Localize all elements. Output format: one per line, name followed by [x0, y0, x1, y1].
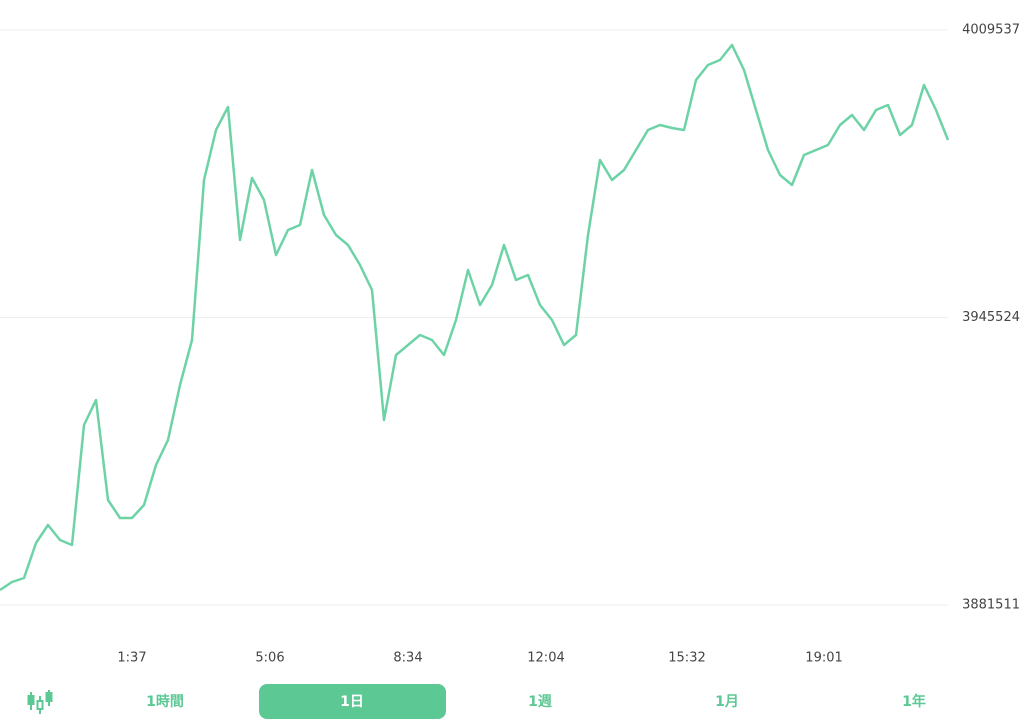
tab-active-bg[interactable]	[259, 684, 446, 719]
tab[interactable]: 1年	[902, 693, 926, 710]
tab[interactable]: 1週	[528, 694, 552, 710]
x-tick-label: 1:37	[117, 651, 146, 666]
y-tick-label: 3881511	[962, 598, 1020, 613]
x-tick-label: 8:34	[393, 651, 422, 666]
x-tick-label: 5:06	[255, 651, 284, 666]
x-tick-label: 19:01	[805, 651, 842, 666]
price-line	[0, 43, 950, 592]
y-tick-label: 3945524	[962, 310, 1020, 325]
tab[interactable]: 1時間	[146, 693, 184, 710]
candle-icon[interactable]	[27, 690, 53, 714]
tab[interactable]: 1日	[340, 694, 364, 710]
x-tick-label: 12:04	[527, 651, 564, 666]
tab[interactable]: 1月	[715, 694, 739, 710]
x-tick-label: 15:32	[668, 651, 705, 666]
y-tick-label: 4009537	[962, 23, 1020, 38]
